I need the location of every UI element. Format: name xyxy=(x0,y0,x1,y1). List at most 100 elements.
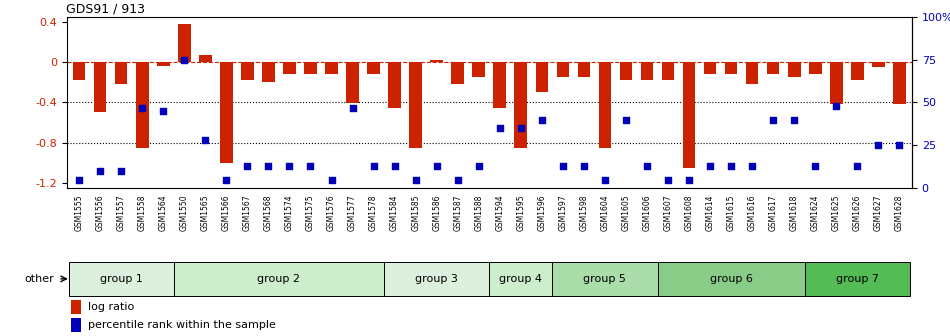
Point xyxy=(135,105,150,110)
Bar xyxy=(220,62,233,163)
Bar xyxy=(657,262,805,296)
Bar xyxy=(489,262,552,296)
Bar xyxy=(704,62,716,74)
Bar xyxy=(746,62,758,84)
Point xyxy=(239,163,255,169)
Point xyxy=(787,117,802,122)
Bar xyxy=(70,318,81,332)
Point xyxy=(71,177,86,182)
Bar xyxy=(578,62,590,77)
Point xyxy=(450,177,465,182)
Bar xyxy=(552,262,657,296)
Point xyxy=(534,117,549,122)
Point xyxy=(702,163,717,169)
Bar xyxy=(384,262,489,296)
Point xyxy=(282,163,297,169)
Bar xyxy=(199,55,212,62)
Point xyxy=(618,117,634,122)
Bar xyxy=(178,24,191,62)
Bar xyxy=(893,62,905,104)
Point xyxy=(639,163,655,169)
Point xyxy=(555,163,570,169)
Bar xyxy=(851,62,864,80)
Bar xyxy=(325,62,338,74)
Bar xyxy=(809,62,822,74)
Point xyxy=(345,105,360,110)
Bar xyxy=(598,62,611,148)
Text: log ratio: log ratio xyxy=(87,302,134,312)
Bar xyxy=(619,62,633,80)
Point xyxy=(492,125,507,131)
Text: group 4: group 4 xyxy=(500,274,542,284)
Bar xyxy=(640,62,654,80)
Bar xyxy=(346,62,359,103)
Point xyxy=(366,163,381,169)
Point xyxy=(808,163,823,169)
Bar xyxy=(662,62,674,80)
Point xyxy=(198,137,213,143)
Bar xyxy=(70,300,81,314)
Point xyxy=(598,177,613,182)
Bar xyxy=(262,62,275,82)
Bar xyxy=(451,62,464,84)
Point xyxy=(577,163,592,169)
Text: other: other xyxy=(24,274,54,284)
Bar xyxy=(157,62,169,66)
Text: group 1: group 1 xyxy=(100,274,142,284)
Bar xyxy=(515,62,527,148)
Bar xyxy=(830,62,843,104)
Bar xyxy=(430,60,443,62)
Point xyxy=(324,177,339,182)
Point xyxy=(828,103,844,109)
Text: group 5: group 5 xyxy=(583,274,626,284)
Point xyxy=(681,177,696,182)
Bar xyxy=(283,62,295,74)
Bar xyxy=(788,62,801,77)
Bar xyxy=(241,62,254,80)
Bar xyxy=(115,62,127,84)
Bar xyxy=(73,62,86,80)
Text: group 6: group 6 xyxy=(710,274,752,284)
Bar xyxy=(805,262,910,296)
Bar xyxy=(872,62,884,67)
Point xyxy=(892,142,907,148)
Point xyxy=(660,177,675,182)
Point xyxy=(766,117,781,122)
Text: percentile rank within the sample: percentile rank within the sample xyxy=(87,320,276,330)
Point xyxy=(303,163,318,169)
Bar xyxy=(368,62,380,74)
Text: group 2: group 2 xyxy=(257,274,300,284)
Point xyxy=(471,163,486,169)
Point xyxy=(177,57,192,62)
Point xyxy=(218,177,234,182)
Point xyxy=(92,168,107,174)
Bar xyxy=(472,62,485,77)
Text: group 7: group 7 xyxy=(836,274,879,284)
Bar xyxy=(725,62,737,74)
Text: GDS91 / 913: GDS91 / 913 xyxy=(66,3,145,16)
Bar xyxy=(557,62,569,77)
Point xyxy=(871,142,886,148)
Bar xyxy=(304,62,316,74)
Bar xyxy=(68,262,174,296)
Text: group 3: group 3 xyxy=(415,274,458,284)
Point xyxy=(408,177,424,182)
Bar xyxy=(94,62,106,112)
Bar xyxy=(409,62,422,148)
Point xyxy=(387,163,402,169)
Point xyxy=(261,163,276,169)
Point xyxy=(849,163,865,169)
Bar xyxy=(389,62,401,108)
Bar xyxy=(493,62,506,108)
Point xyxy=(429,163,445,169)
Point xyxy=(745,163,760,169)
Point xyxy=(156,108,171,114)
Bar xyxy=(683,62,695,168)
Bar xyxy=(536,62,548,92)
Bar xyxy=(174,262,384,296)
Point xyxy=(114,168,129,174)
Point xyxy=(724,163,739,169)
Point xyxy=(513,125,528,131)
Bar xyxy=(767,62,780,74)
Bar xyxy=(136,62,148,148)
